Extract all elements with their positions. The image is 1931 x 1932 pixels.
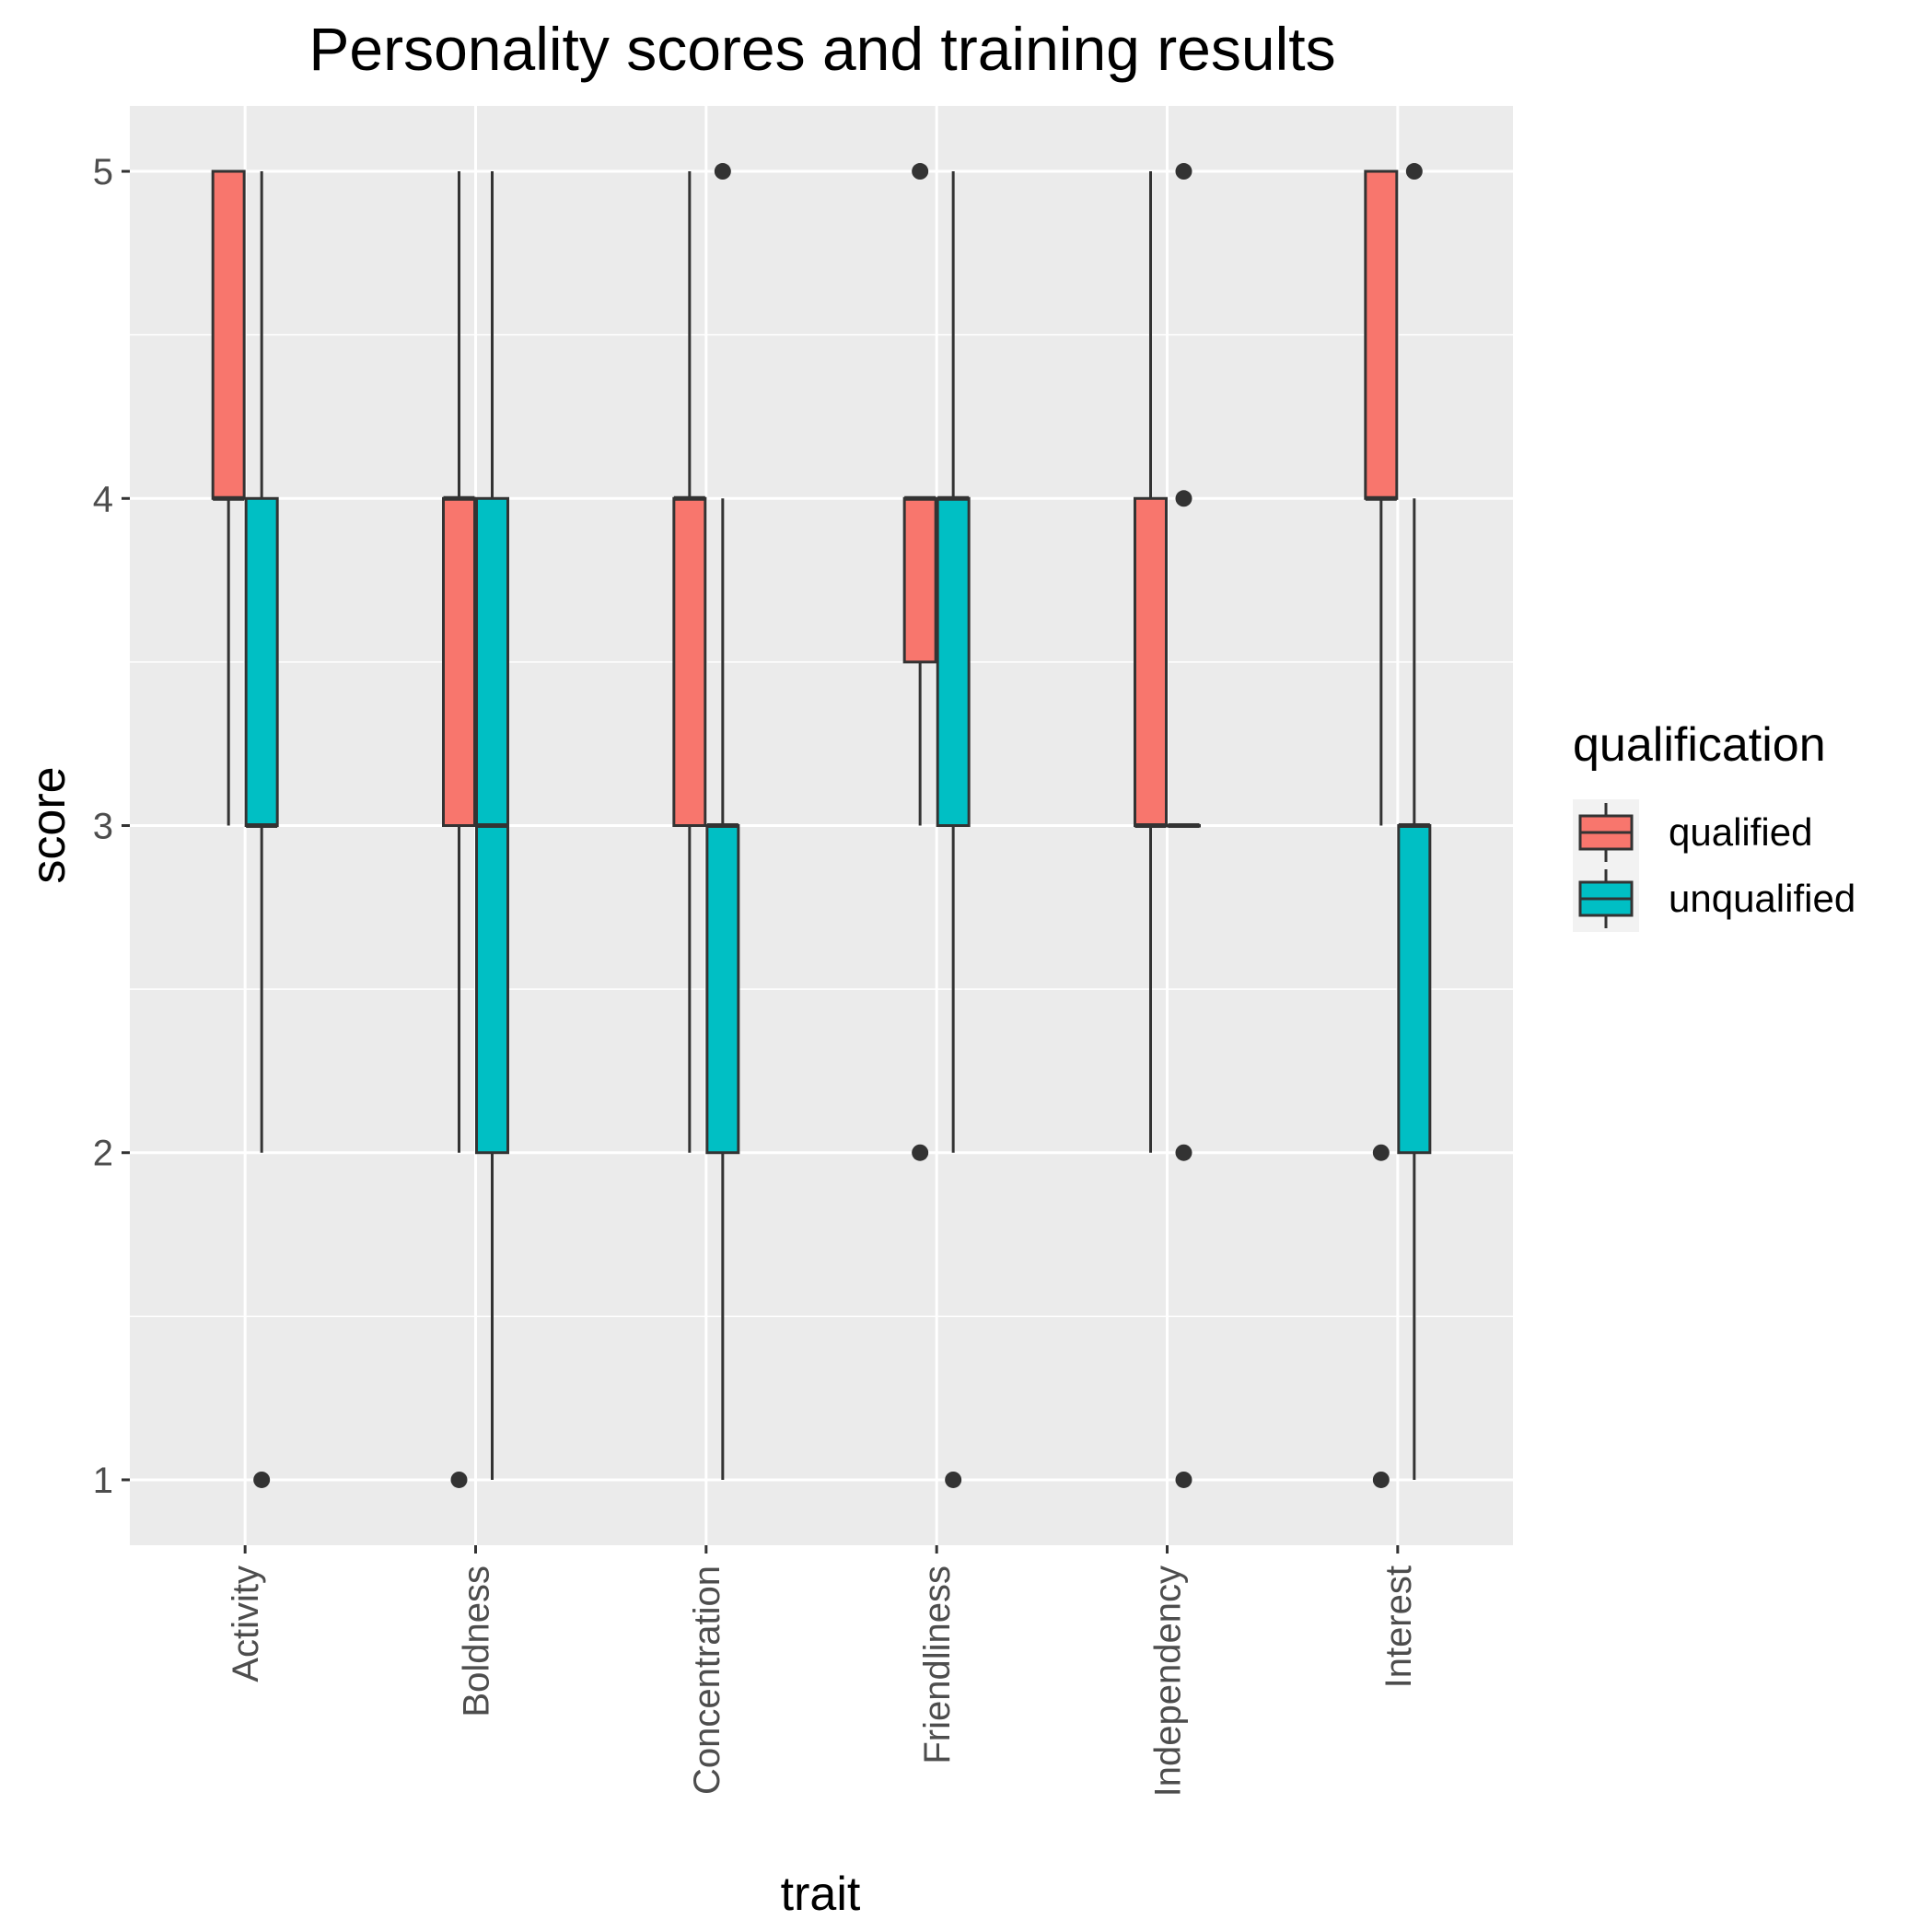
- box-iqr: [1397, 824, 1432, 1155]
- outlier-point: [1175, 1144, 1192, 1161]
- box-qualified-friendliness: [902, 163, 937, 1161]
- box-qualified-interest: [1364, 169, 1399, 1488]
- y-tick-label: 5: [93, 152, 113, 192]
- box-unqualified-interest: [1397, 163, 1432, 1480]
- outlier-point: [253, 1471, 271, 1488]
- x-axis-label: trait: [781, 1868, 861, 1921]
- outlier-point: [1175, 163, 1192, 180]
- box-iqr: [936, 496, 971, 827]
- legend: qualification qualified unqualified: [1573, 718, 1855, 932]
- outlier-point: [450, 1471, 468, 1488]
- box-qualified-concentration: [672, 171, 707, 1153]
- outlier-point: [912, 1144, 929, 1161]
- box-qualified-independency: [1134, 171, 1168, 1153]
- outlier-point: [714, 163, 731, 180]
- box-iqr: [442, 496, 476, 827]
- box-unqualified-activity: [244, 171, 279, 1488]
- box-unqualified-boldness: [475, 171, 509, 1480]
- y-tick-label: 3: [93, 807, 113, 847]
- box-qualified-boldness: [442, 171, 476, 1488]
- legend-label: qualified: [1669, 810, 1812, 854]
- outlier-point: [1372, 1471, 1390, 1488]
- y-tick-label: 1: [93, 1461, 113, 1501]
- legend-title: qualification: [1573, 718, 1826, 772]
- outlier-point: [912, 163, 929, 180]
- box-iqr: [1364, 169, 1399, 500]
- y-axis-label: score: [22, 766, 76, 883]
- box-iqr: [1134, 496, 1168, 827]
- outlier-point: [945, 1471, 962, 1488]
- x-tick-label: Boldness: [457, 1565, 497, 1717]
- y-tick-label: 4: [93, 479, 113, 519]
- box-iqr: [672, 496, 707, 827]
- outlier-point: [1372, 1144, 1390, 1161]
- legend-label: unqualified: [1669, 877, 1855, 920]
- box-iqr: [902, 496, 937, 664]
- y-axis-ticks: 1 2 3 4 5: [93, 152, 130, 1501]
- x-tick-label: Concentration: [687, 1565, 727, 1795]
- outlier-point: [1175, 1471, 1192, 1488]
- chart-title: Personality scores and training results: [308, 15, 1335, 83]
- legend-key-unqualified: [1573, 866, 1639, 932]
- box-iqr: [705, 824, 740, 1155]
- grid-minor: [130, 333, 1513, 1318]
- box-unqualified-concentration: [705, 163, 740, 1480]
- box-unqualified-independency: [1167, 163, 1201, 1488]
- box-layer: [211, 163, 1432, 1488]
- outlier-point: [1405, 163, 1423, 180]
- x-tick-label: Interest: [1378, 1565, 1419, 1688]
- x-tick-label: Friendliness: [917, 1565, 958, 1764]
- box-qualified-activity: [211, 169, 246, 826]
- outlier-point: [1175, 490, 1192, 507]
- y-tick-label: 2: [93, 1134, 113, 1174]
- x-tick-label: Activity: [226, 1565, 266, 1682]
- x-tick-label: Independency: [1148, 1565, 1189, 1797]
- legend-key-qualified: [1573, 799, 1639, 866]
- box-unqualified-friendliness: [936, 171, 971, 1488]
- box-iqr: [211, 169, 246, 500]
- box-iqr: [244, 496, 279, 827]
- x-axis-ticks: Activity Boldness Concentration Friendlines…: [226, 1545, 1419, 1797]
